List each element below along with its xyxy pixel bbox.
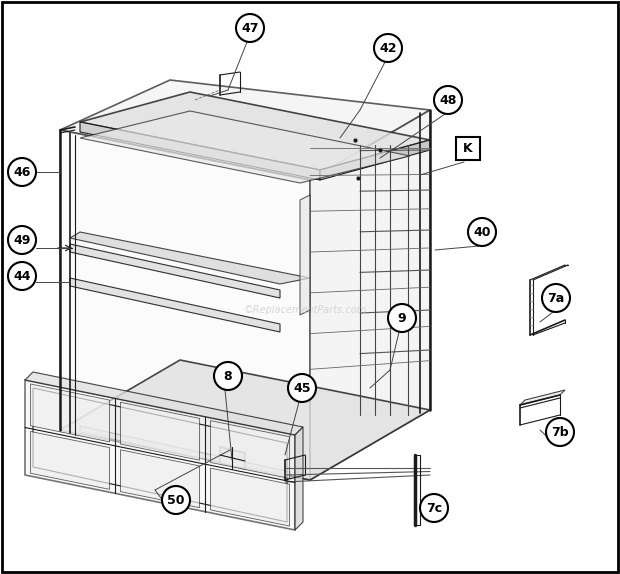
Circle shape xyxy=(420,494,448,522)
Polygon shape xyxy=(295,427,303,530)
Polygon shape xyxy=(120,402,200,460)
Text: 50: 50 xyxy=(167,494,185,506)
Text: 48: 48 xyxy=(440,94,457,107)
Polygon shape xyxy=(25,372,303,435)
Circle shape xyxy=(434,86,462,114)
Polygon shape xyxy=(80,111,410,183)
Text: 8: 8 xyxy=(224,370,232,382)
Polygon shape xyxy=(25,380,295,530)
Circle shape xyxy=(8,262,36,290)
Text: 47: 47 xyxy=(241,21,259,34)
Text: 7a: 7a xyxy=(547,292,565,304)
Polygon shape xyxy=(220,447,245,469)
Text: ©ReplacementParts.com: ©ReplacementParts.com xyxy=(244,305,366,315)
Polygon shape xyxy=(310,110,430,480)
Circle shape xyxy=(388,304,416,332)
Text: 7b: 7b xyxy=(551,425,569,439)
Text: 44: 44 xyxy=(13,270,31,282)
Text: 42: 42 xyxy=(379,41,397,55)
Polygon shape xyxy=(320,140,430,180)
Polygon shape xyxy=(60,130,310,480)
Text: 7c: 7c xyxy=(426,502,442,514)
Polygon shape xyxy=(80,92,430,170)
Polygon shape xyxy=(70,244,280,298)
Polygon shape xyxy=(60,360,430,480)
Text: K: K xyxy=(463,142,473,154)
Circle shape xyxy=(288,374,316,402)
Text: 49: 49 xyxy=(13,234,30,246)
Polygon shape xyxy=(70,278,280,332)
Text: 9: 9 xyxy=(397,312,406,324)
Text: 45: 45 xyxy=(293,382,311,394)
Polygon shape xyxy=(210,421,290,479)
Circle shape xyxy=(162,486,190,514)
Polygon shape xyxy=(120,450,200,508)
Circle shape xyxy=(546,418,574,446)
Circle shape xyxy=(236,14,264,42)
Polygon shape xyxy=(80,122,320,180)
Text: 46: 46 xyxy=(13,165,30,179)
Polygon shape xyxy=(520,390,565,405)
Polygon shape xyxy=(30,384,110,442)
Polygon shape xyxy=(70,232,310,284)
Circle shape xyxy=(8,158,36,186)
Polygon shape xyxy=(300,195,310,315)
Polygon shape xyxy=(30,432,110,490)
Polygon shape xyxy=(80,426,290,478)
Polygon shape xyxy=(60,80,430,180)
Circle shape xyxy=(8,226,36,254)
Polygon shape xyxy=(210,468,290,526)
Circle shape xyxy=(214,362,242,390)
Circle shape xyxy=(374,34,402,62)
FancyBboxPatch shape xyxy=(456,137,480,160)
Circle shape xyxy=(542,284,570,312)
Text: 40: 40 xyxy=(473,226,491,239)
Circle shape xyxy=(468,218,496,246)
